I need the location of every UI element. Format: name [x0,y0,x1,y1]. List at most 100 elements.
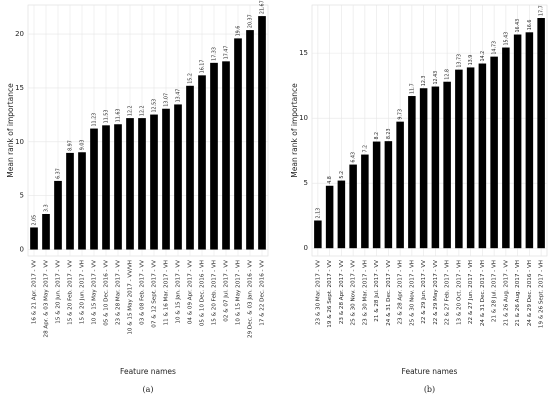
x-tick-label: 10 & 15 May 2017 - VH [236,260,242,325]
x-tick-label: 15 & 20 Jun. 2017 - VH [80,260,86,324]
bar [162,108,170,250]
value-label: 4.8 [327,176,333,184]
bar [126,118,134,250]
bar [490,56,498,249]
x-tick-label: 15 & 20 Feb. 2017 - VV [68,260,74,325]
value-label: 14.73 [492,41,498,55]
bar [325,185,334,249]
value-label: 15.43 [503,32,509,46]
value-label: 17.7 [539,5,545,16]
value-label: 13.07 [164,93,170,107]
value-label: 2.13 [315,208,321,219]
value-label: 9.03 [80,140,86,151]
value-label: 11.53 [104,110,110,124]
plot-area [27,4,269,257]
value-label: 17.47 [224,46,230,60]
bar [525,32,534,249]
x-tick-label: 19 & 26 Sept. 2017 - VH [539,260,545,328]
x-tick-label: 05 & 10 Dec. 2016 - VH [200,260,206,326]
bar [372,141,381,249]
bar [222,61,230,250]
bar [258,16,266,250]
bar [54,180,62,250]
value-label: 12.43 [433,71,439,85]
x-axis-label: Feature names [402,367,458,376]
bar [246,30,254,250]
y-tick-label: 15 [15,84,24,92]
x-tick-label: 23 & 28 Mar. 2017 - VV [116,260,122,325]
bar [210,62,218,250]
y-tick-label: 5 [20,192,24,200]
value-label: 14.2 [480,51,486,62]
x-tick-label: 22 & 29 May 2017 - VV [433,260,439,325]
bar [478,63,487,249]
bar [90,128,98,250]
value-label: 11.7 [409,83,415,94]
x-tick-label: 23 & 30 Mar. 2017 - VH [362,260,368,325]
bar [513,34,522,249]
caption: (a) [142,385,153,394]
value-label: 7.2 [362,145,368,153]
value-label: 3.3 [44,204,50,212]
bar [466,67,475,249]
value-label: 12.2 [140,105,146,116]
x-tick-label: 28 Apr. & 03 May 2017 - VV [44,260,50,338]
bar [502,47,510,249]
x-tick-label: 22 & 27 Feb. 2017 - VH [445,260,451,325]
x-tick-label: 23 & 30 Mar. 2017 - VV [315,260,321,325]
x-tick-label: 23 & 28 Apr. 2017 - VV [339,260,345,324]
bar [186,85,194,250]
value-label: 5.2 [339,171,345,179]
x-tick-label: 04 & 09 Apr. 2017 - VV [188,260,194,324]
value-label: 19.6 [236,26,242,37]
value-label: 13.47 [176,89,182,103]
bar [42,213,50,250]
x-tick-label: 17 & 22 Dec. 2016 - VV [260,260,266,326]
plot-area [311,4,548,257]
x-tick-label: 24 & 29 Dec. 2016 - VH [527,260,533,326]
bar [361,154,369,249]
value-label: 12.2 [128,105,134,116]
value-label: 8.97 [68,140,74,151]
bar [150,114,158,250]
x-tick-label: 16 & 21 Apr. 2017 - VV [32,260,38,324]
value-label: 17.33 [212,47,218,61]
x-tick-label: 10 & 15 May 2017 - VV [92,260,98,325]
x-tick-label: 25 & 30 Nov. 2017 - VH [409,260,415,326]
bar [234,38,242,250]
x-tick-label: 10 & 15 May 2017 - VV/VH [128,260,134,335]
value-label: 13.73 [456,54,462,68]
x-tick-label: 24 & 31 Dec. 2017 - VV [386,260,392,326]
y-tick-label: 10 [15,138,24,146]
x-tick-label: 13 & 20 Oct. 2017 - VH [456,260,462,325]
y-axis-label: Mean rank of importance [6,83,15,178]
caption: (b) [424,385,435,394]
x-tick-label: 23 & 28 Apr. 2017 - VH [398,260,404,325]
value-label: 6.37 [56,168,62,179]
value-label: 9.73 [398,109,404,120]
x-axis-label: Feature names [120,367,176,376]
x-tick-label: 10 & 15 Jan. 2017 - VV [176,260,182,324]
value-label: 12.53 [152,99,158,113]
bar [30,227,38,250]
y-tick-label: 20 [15,30,24,38]
x-tick-label: 15 & 20 Jun. 2017 - VV [56,260,62,324]
bar [349,164,357,249]
value-label: 11.23 [92,113,98,127]
bar [114,124,122,250]
bar [78,152,86,250]
x-tick-label: 15 & 20 Feb. 2017 - VH [212,260,218,325]
bar [537,18,545,249]
x-tick-label: 25 & 30 Nov. 2017 - VV [351,260,357,326]
x-tick-label: 21 & 28 Jul. 2017 - VH [492,260,498,322]
x-tick-label: 05 & 10 Dec. 2016 - VV [104,260,110,326]
y-tick-label: 15 [299,49,308,57]
bar [419,88,428,249]
value-label: 15.2 [188,73,194,84]
y-tick-label: 10 [299,114,308,122]
bar [138,118,146,250]
value-label: 8.2 [374,132,380,140]
value-label: 16.17 [200,60,206,74]
value-label: 16.6 [527,20,533,31]
y-tick-label: 5 [304,179,308,187]
